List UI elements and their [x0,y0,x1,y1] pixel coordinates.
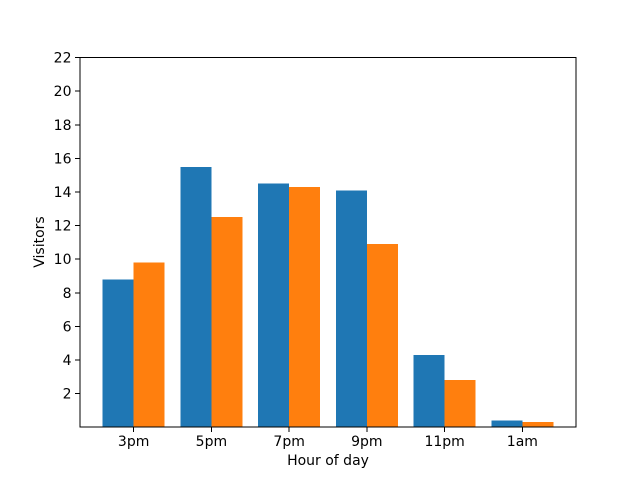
y-tick-label: 16 [54,151,72,167]
bar-blue-series-7pm [258,183,290,428]
bar-blue-series-1am [491,420,523,428]
y-tick-label: 20 [54,84,72,100]
bar-orange-series-3pm [133,262,165,428]
bar-blue-series-5pm [180,166,212,428]
x-axis-label: Hour of day [287,453,369,469]
y-tick-label: 6 [63,319,72,335]
bar-orange-series-9pm [366,244,398,428]
bars-layer [102,166,554,428]
bar-orange-series-7pm [289,186,321,428]
tick-labels-layer: 2 4 6 8 10 12 14 16 18 20 22 3pm 5pm 7pm 9pm 11pm 1am [54,51,538,451]
axes-layer [75,57,577,433]
bar-orange-series-11pm [444,380,476,428]
y-tick-label: 4 [63,353,72,369]
x-tick-label: 7pm [273,434,304,450]
y-tick-label: 18 [54,118,72,134]
bar-orange-series-5pm [211,217,243,428]
y-tick-label: 8 [63,286,72,302]
bar-blue-series-9pm [335,190,367,428]
plot-spines [79,57,577,428]
y-tick-label: 12 [54,219,72,235]
x-tick-label: 1am [507,434,538,450]
y-tick-label: 10 [54,252,72,268]
y-axis-label: Visitors [32,216,48,267]
x-tick-label: 9pm [351,434,382,450]
y-tick-label: 22 [54,51,72,67]
bar-blue-series-11pm [413,354,445,428]
x-tick-label: 11pm [424,434,464,450]
y-tick-label: 2 [63,387,72,403]
x-tick-label: 3pm [118,434,149,450]
x-tick-label: 5pm [196,434,227,450]
bar-orange-series-1am [522,422,554,428]
bar-blue-series-3pm [102,279,134,428]
y-tick-label: 14 [54,185,72,201]
